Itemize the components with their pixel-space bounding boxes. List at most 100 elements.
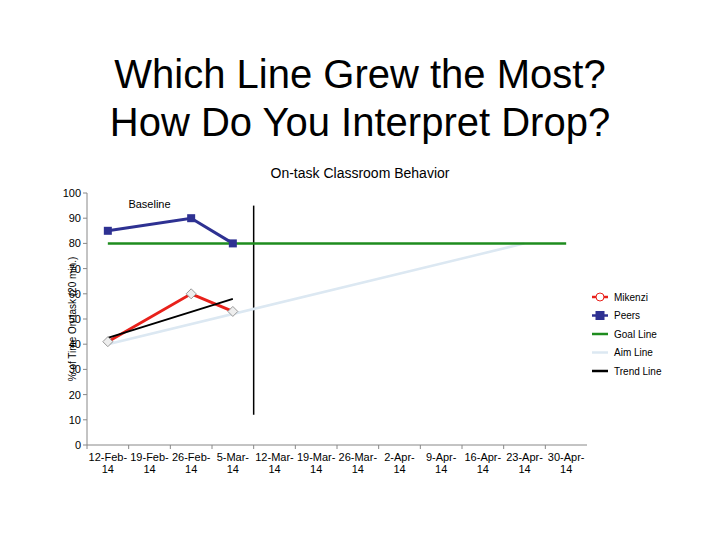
x-tick-label-line: 14 xyxy=(352,463,364,475)
x-tick-label: 12-Feb-14 xyxy=(89,451,128,475)
x-tick-label-line: 19-Feb- xyxy=(130,451,169,463)
legend: Mikenzi Peers Goal Line Aim Line Trend Line xyxy=(592,292,662,377)
x-tick-label-line: 12-Feb- xyxy=(89,451,128,463)
x-tick-label-line: 14 xyxy=(477,463,489,475)
title-line: Which Line Grew the Most? xyxy=(114,52,605,96)
y-tick xyxy=(83,394,87,395)
y-tick-label: 0 xyxy=(75,439,81,451)
y-tick-label: 40 xyxy=(69,338,81,350)
x-tick-label: 5-Mar-14 xyxy=(217,451,250,475)
x-tick-label-line: 14 xyxy=(102,463,114,475)
chart: Which Line Grew the Most?How Do You Inte… xyxy=(0,0,720,540)
x-tick-label: 9-Apr-14 xyxy=(426,451,457,475)
y-tick xyxy=(83,419,87,420)
x-tick xyxy=(337,445,338,449)
x-tick-label-line: 26-Feb- xyxy=(172,451,211,463)
x-tick-label-line: 26-Mar- xyxy=(339,451,378,463)
title: Which Line Grew the Most?How Do You Inte… xyxy=(110,52,610,144)
subtitle: On-task Classroom Behavior xyxy=(271,165,450,181)
x-tick-label-line: 14 xyxy=(185,463,197,475)
x-tick xyxy=(170,445,171,449)
y-tick xyxy=(83,243,87,244)
x-tick-label-line: 14 xyxy=(310,463,322,475)
series-line xyxy=(108,242,566,245)
x-tick-label: 23-Apr-14 xyxy=(506,451,543,475)
y-tick-label: 80 xyxy=(69,237,81,249)
y-tick xyxy=(83,319,87,320)
x-tick-label-line: 5-Mar- xyxy=(217,451,250,463)
x-tick-label: 12-Mar-14 xyxy=(255,451,294,475)
series-marker xyxy=(228,306,238,316)
series-marker xyxy=(229,239,237,247)
x-tick-label-line: 9-Apr- xyxy=(426,451,457,463)
y-tick xyxy=(83,445,87,446)
series-marker xyxy=(103,337,113,347)
series-marker xyxy=(186,289,196,299)
legend-swatch xyxy=(592,333,608,336)
y-tick-label: 30 xyxy=(69,363,81,375)
x-tick xyxy=(420,445,421,449)
x-tick-label: 19-Feb-14 xyxy=(130,451,169,475)
legend-swatch xyxy=(592,351,608,354)
x-tick-label-line: 19-Mar- xyxy=(297,451,336,463)
x-tick xyxy=(295,445,296,449)
series-line xyxy=(108,294,233,342)
x-tick-label-line: 14 xyxy=(518,463,530,475)
y-tick xyxy=(83,344,87,345)
legend-marker xyxy=(596,293,604,301)
y-tick-label: 90 xyxy=(69,212,81,224)
series-line xyxy=(108,243,525,344)
legend-label: Aim Line xyxy=(614,347,653,358)
x-tick-label-line: 14 xyxy=(143,463,155,475)
x-tick-label-line: 14 xyxy=(227,463,239,475)
x-tick xyxy=(545,445,546,449)
x-tick-label-line: 2-Apr- xyxy=(384,451,415,463)
series-marker xyxy=(104,227,112,235)
legend-label: Peers xyxy=(614,310,640,321)
y-tick xyxy=(83,193,87,194)
x-tick-label-line: 30-Apr- xyxy=(548,451,585,463)
x-tick-label: 26-Mar-14 xyxy=(339,451,378,475)
y-tick-label: 70 xyxy=(69,263,81,275)
x-tick-label-line: 14 xyxy=(435,463,447,475)
x-tick-label: 19-Mar-14 xyxy=(297,451,336,475)
y-tick xyxy=(83,369,87,370)
x-tick-label-line: 14 xyxy=(393,463,405,475)
series-line xyxy=(108,218,233,243)
y-tick-label: 20 xyxy=(69,389,81,401)
x-tick xyxy=(253,445,254,449)
y-tick-label: 50 xyxy=(69,313,81,325)
legend-label: Goal Line xyxy=(614,329,657,340)
x-tick-label-line: 12-Mar- xyxy=(255,451,294,463)
x-tick-label-line: 23-Apr- xyxy=(506,451,543,463)
y-tick xyxy=(83,268,87,269)
y-tick xyxy=(83,218,87,219)
x-tick-label: 16-Apr-14 xyxy=(464,451,501,475)
x-tick-label-line: 14 xyxy=(560,463,572,475)
legend-label: Trend Line xyxy=(614,366,662,377)
x-tick-label-line: 16-Apr- xyxy=(464,451,501,463)
annotation: Baseline xyxy=(128,198,170,210)
x-tick xyxy=(212,445,213,449)
series-line xyxy=(108,299,233,338)
legend-marker xyxy=(596,312,604,320)
y-tick-label: 100 xyxy=(63,187,81,199)
x-tick xyxy=(503,445,504,449)
y-tick-label: 10 xyxy=(69,414,81,426)
y-axis xyxy=(87,193,88,445)
series-marker xyxy=(187,214,195,222)
y-tick xyxy=(83,293,87,294)
x-tick xyxy=(87,445,88,449)
y-tick-label: 60 xyxy=(69,288,81,300)
x-tick-label-line: 14 xyxy=(268,463,280,475)
x-tick-label: 26-Feb-14 xyxy=(172,451,211,475)
x-tick xyxy=(128,445,129,449)
plot-marks xyxy=(103,206,566,415)
x-tick xyxy=(378,445,379,449)
title-line: How Do You Interpret Drop? xyxy=(110,100,610,144)
x-tick-label: 2-Apr-14 xyxy=(384,451,415,475)
x-tick-label: 30-Apr-14 xyxy=(548,451,585,475)
legend-swatch xyxy=(592,370,608,373)
x-tick xyxy=(462,445,463,449)
legend-label: Mikenzi xyxy=(614,292,648,303)
